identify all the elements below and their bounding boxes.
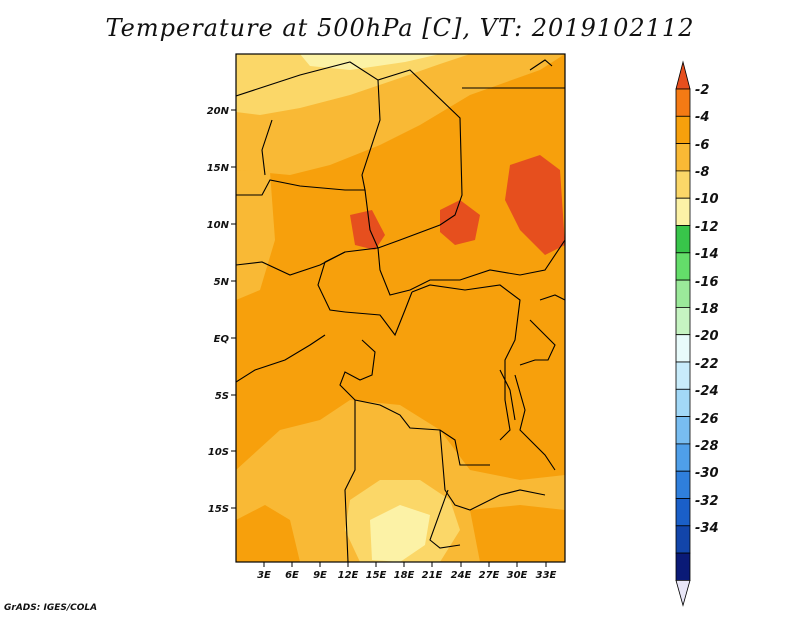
colorbar-swatch <box>675 88 691 117</box>
colorbar-label: -34 <box>695 521 719 536</box>
colorbar-swatch <box>675 388 691 417</box>
lon-tick-label: 6E <box>285 570 299 581</box>
colorbar-swatch <box>675 197 691 226</box>
lat-tick-label: 15S <box>208 504 229 515</box>
lon-tick-label: 27E <box>479 570 500 581</box>
lat-tick-label: EQ <box>214 334 230 345</box>
colorbar-label: -10 <box>695 192 719 207</box>
colorbar-label: -2 <box>695 83 709 98</box>
colorbar-label: -24 <box>695 384 719 399</box>
lat-tick-label: 20N <box>207 106 230 117</box>
colorbar-swatch <box>675 306 691 336</box>
colorbar-label: -32 <box>695 494 719 509</box>
colorbar-swatch <box>675 443 691 472</box>
colorbar-swatch <box>675 60 691 90</box>
temperature-field <box>236 54 565 562</box>
colorbar-label: -28 <box>695 439 719 454</box>
colorbar-swatch <box>675 143 691 172</box>
colorbar-label: -26 <box>695 412 719 427</box>
colorbar <box>675 60 691 607</box>
lon-tick-label: 21E <box>422 570 443 581</box>
colorbar-swatch <box>675 525 691 554</box>
country-borders <box>236 59 565 562</box>
colorbar-swatch <box>675 498 691 527</box>
colorbar-swatch <box>675 416 691 445</box>
longitude-axis <box>263 562 547 567</box>
lat-tick-label: 5N <box>214 277 230 288</box>
map-frame <box>235 53 566 563</box>
colorbar-label: -4 <box>695 110 709 125</box>
colorbar-swatch <box>675 470 691 499</box>
lat-tick-label: 10N <box>207 220 230 231</box>
lon-tick-label: 3E <box>257 570 271 581</box>
lon-tick-label: 12E <box>338 570 359 581</box>
colorbar-label: -18 <box>695 302 719 317</box>
map-title: Temperature at 500hPa [C], VT: 201910211… <box>105 14 695 42</box>
colorbar-swatch <box>675 279 691 308</box>
grads-credit: GrADS: IGES/COLA <box>4 603 98 613</box>
colorbar-label: -20 <box>695 329 719 344</box>
lon-tick-label: 33E <box>536 570 557 581</box>
colorbar-swatch <box>675 115 691 145</box>
colorbar-label: -14 <box>695 247 719 262</box>
colorbar-swatch <box>675 225 691 254</box>
colorbar-label: -8 <box>695 165 709 180</box>
lon-tick-label: 30E <box>507 570 528 581</box>
lon-tick-label: 9E <box>313 570 327 581</box>
lon-tick-label: 18E <box>394 570 415 581</box>
lat-tick-label: 10S <box>208 447 229 458</box>
colorbar-swatch <box>675 334 691 363</box>
colorbar-swatch <box>675 361 691 390</box>
colorbar-swatch <box>675 552 691 581</box>
lon-tick-label: 24E <box>451 570 472 581</box>
colorbar-label: -6 <box>695 138 709 153</box>
colorbar-label: -12 <box>695 220 719 235</box>
colorbar-label: -22 <box>695 357 719 372</box>
lon-tick-label: 15E <box>366 570 387 581</box>
colorbar-swatch <box>675 252 691 281</box>
colorbar-swatch <box>675 580 691 607</box>
latitude-axis <box>231 109 236 509</box>
colorbar-label: -30 <box>695 466 719 481</box>
lat-tick-label: 5S <box>215 391 229 402</box>
colorbar-label: -16 <box>695 275 719 290</box>
colorbar-swatch <box>675 170 691 199</box>
lat-tick-label: 15N <box>207 163 230 174</box>
